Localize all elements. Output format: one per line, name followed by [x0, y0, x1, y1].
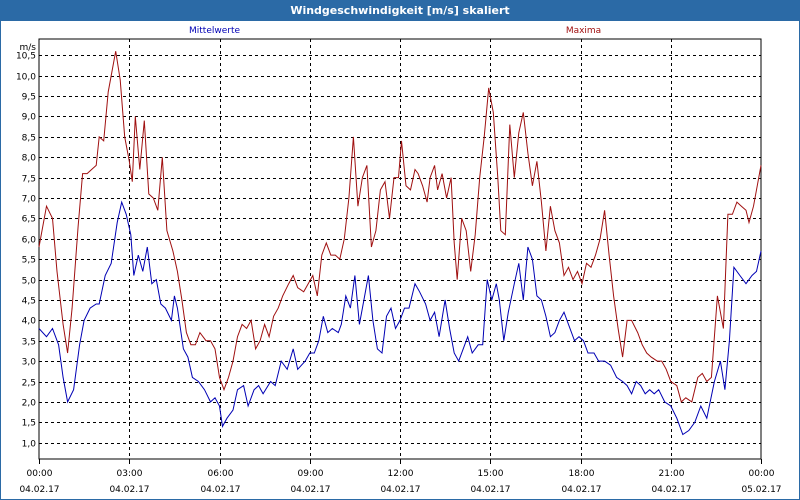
series-line-maxima [38, 51, 762, 403]
x-tick-date: 04.02.17 [561, 485, 601, 495]
x-tick-time: 21:00 [659, 469, 685, 479]
y-tick-label: 2,0 [22, 399, 37, 409]
x-tick-date: 04.02.17 [200, 485, 240, 495]
axes: 1,0 1,5 2,0 2,5 3,0 3,5 4,0 4,5 5,0 5,5 6,0 6,5 7,0 7… [16, 38, 782, 495]
y-tick-label: 4,5 [22, 297, 36, 307]
x-tick-time: 03:00 [117, 469, 143, 479]
x-tick-time: 00:00 [749, 469, 775, 479]
x-tick-date: 04.02.17 [380, 485, 420, 495]
y-tick-label: 1,0 [22, 440, 37, 450]
y-tick-label: 10,0 [16, 73, 36, 83]
y-tick-label: 3,0 [22, 358, 37, 368]
y-tick-label: 8,0 [22, 154, 37, 164]
x-tick-date: 04.02.17 [651, 485, 691, 495]
y-tick-label: 6,5 [22, 215, 36, 225]
legend-label-mittelwerte: Mittelwerte [189, 26, 240, 36]
x-tick-date: 04.02.17 [470, 485, 510, 495]
y-tick-label: 9,5 [22, 93, 36, 103]
x-tick-date: 04.02.17 [19, 485, 59, 495]
grid [39, 39, 761, 459]
legend: Mittelwerte Maxima [189, 26, 601, 36]
x-tick-time: 18:00 [569, 469, 595, 479]
x-tick-time: 09:00 [298, 469, 324, 479]
wind-speed-chart: 1,0 1,5 2,0 2,5 3,0 3,5 4,0 4,5 5,0 5,5 6,0 6,5 7,0 7… [16, 26, 782, 495]
y-tick-label: 3,5 [22, 338, 36, 348]
legend-label-maxima: Maxima [566, 26, 601, 36]
series-line-mittelwerte [38, 200, 762, 436]
y-axis-unit-label: m/s [20, 43, 37, 53]
x-tick-time: 00:00 [27, 469, 53, 479]
y-tick-label: 7,5 [22, 175, 36, 185]
x-tick-time: 15:00 [478, 469, 504, 479]
y-tick-label: 2,5 [22, 379, 36, 389]
x-tick-time: 06:00 [208, 469, 234, 479]
x-tick-time: 12:00 [388, 469, 414, 479]
y-tick-label: 9,0 [22, 113, 37, 123]
x-tick-date: 04.02.17 [290, 485, 330, 495]
y-tick-label: 5,0 [22, 277, 37, 287]
x-tick-date: 04.02.17 [109, 485, 149, 495]
x-tick-date: 05.02.17 [741, 485, 781, 495]
y-tick-label: 10,5 [16, 52, 36, 62]
series-lines [38, 51, 762, 436]
y-tick-label: 7,0 [22, 195, 37, 205]
y-tick-label: 8,5 [22, 134, 36, 144]
y-tick-label: 6,0 [22, 236, 37, 246]
y-tick-label: 4,0 [22, 317, 37, 327]
y-tick-label: 1,5 [22, 419, 36, 429]
window-title: Windgeschwindigkeit [m/s] skaliert [1, 1, 799, 21]
y-tick-label: 5,5 [22, 256, 36, 266]
